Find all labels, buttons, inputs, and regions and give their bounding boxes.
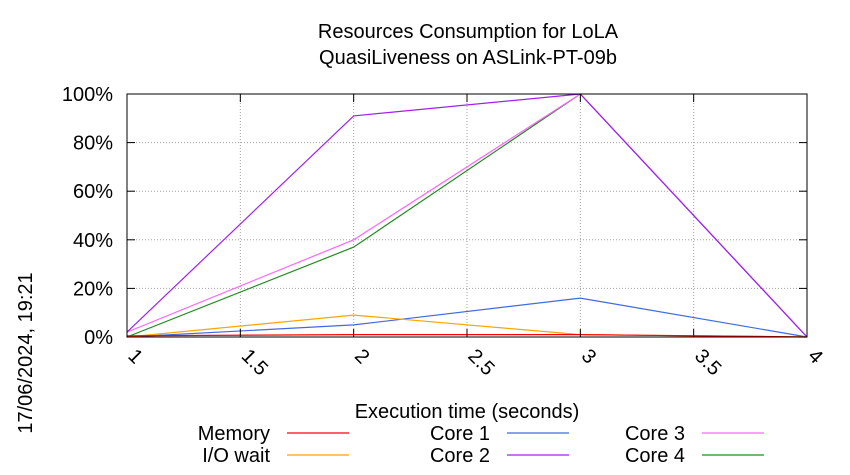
y-tick-label: 100% — [62, 84, 113, 106]
y-tick-label: 20% — [73, 278, 113, 300]
legend-label-core-3: Core 3 — [625, 423, 685, 445]
legend-label-memory: Memory — [198, 423, 270, 445]
series-line-core-2 — [126, 93, 808, 338]
legend-label-core-4: Core 4 — [625, 445, 685, 467]
y-tick-label: 60% — [73, 181, 113, 203]
y-tick-label: 80% — [73, 133, 113, 155]
chart-title-line-1: Resources Consumption for LoLA — [318, 21, 619, 43]
x-axis-label: Execution time (seconds) — [355, 401, 580, 423]
legend-label-core-2: Core 2 — [430, 445, 490, 467]
legend-label-core-1: Core 1 — [430, 423, 490, 445]
x-tick-label: 1.5 — [237, 345, 272, 380]
side-timestamp: 17/06/2024, 19:21 — [15, 272, 37, 433]
x-tick-label: 4 — [803, 345, 826, 368]
x-tick-label: 3.5 — [690, 345, 725, 380]
grid — [127, 94, 807, 337]
y-tick-label: 40% — [73, 230, 113, 252]
y-tick-label: 0% — [84, 327, 113, 349]
legend-label-i-o-wait: I/O wait — [202, 445, 270, 467]
x-tick-label: 2 — [350, 345, 373, 368]
x-tick-label: 2.5 — [463, 345, 498, 380]
x-tick-label: 3 — [577, 345, 600, 368]
chart-title-line-2: QuasiLiveness on ASLink-PT-09b — [319, 47, 617, 69]
x-tick-label: 1 — [123, 345, 146, 368]
